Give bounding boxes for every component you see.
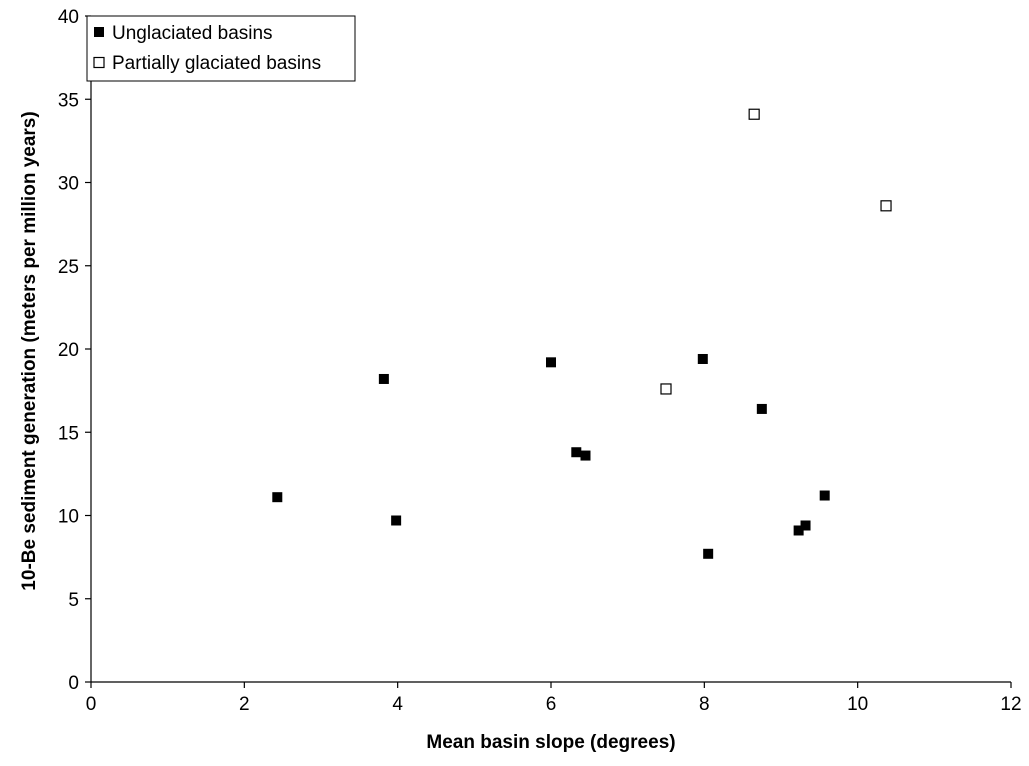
x-axis-ticks: 0 2 4 6 8 10 12	[86, 682, 1022, 715]
unglaciated-point-2	[391, 515, 402, 526]
unglaciated-point-10	[800, 520, 811, 531]
legend-label-partially-glaciated: Partially glaciated basins	[112, 53, 321, 74]
unglaciated-point-8	[756, 403, 767, 414]
y-tick-label: 15	[58, 423, 79, 444]
y-tick-label: 40	[58, 7, 79, 28]
y-tick-label: 5	[68, 590, 79, 611]
x-tick-label: 2	[239, 694, 250, 715]
unglaciated-point-6	[697, 353, 708, 364]
data-points	[272, 108, 892, 559]
y-axis-ticks: 0 5 10 15 20 25 30 35 40	[58, 7, 91, 694]
unglaciated-point-5	[580, 450, 591, 461]
unglaciated-point-7	[703, 548, 714, 559]
legend-box	[86, 15, 356, 82]
unglaciated-point-0	[272, 492, 283, 503]
x-tick-label: 0	[86, 694, 97, 715]
legend: Unglaciated basins Partially glaciated b…	[86, 15, 356, 82]
y-axis-title: 10-Be sediment generation (meters per mi…	[19, 111, 40, 590]
x-tick-label: 4	[392, 694, 403, 715]
unglaciated-point-3	[546, 357, 556, 368]
y-tick-label: 25	[58, 257, 79, 278]
x-axis-title: Mean basin slope (degrees)	[426, 732, 675, 753]
legend-marker-partially-glaciated	[93, 56, 105, 69]
legend-label-unglaciated: Unglaciated basins	[112, 23, 273, 44]
partially-glaciated-point-0	[660, 383, 672, 395]
y-tick-label: 0	[68, 673, 79, 694]
unglaciated-point-9	[793, 525, 804, 536]
y-tick-label: 30	[58, 174, 79, 195]
plot-area	[90, 16, 1011, 683]
partially-glaciated-point-1	[748, 108, 760, 120]
x-tick-label: 6	[546, 694, 557, 715]
y-tick-label: 10	[58, 507, 79, 528]
y-tick-label: 35	[58, 90, 79, 111]
unglaciated-point-11	[819, 490, 830, 501]
unglaciated-point-1	[378, 373, 389, 384]
legend-marker-unglaciated	[94, 27, 104, 37]
x-tick-label: 10	[847, 694, 868, 715]
unglaciated-point-4	[571, 447, 582, 458]
x-tick-label: 8	[699, 694, 710, 715]
x-tick-label: 12	[1000, 694, 1021, 715]
y-tick-label: 20	[58, 340, 79, 361]
partially-glaciated-point-2	[880, 200, 892, 212]
